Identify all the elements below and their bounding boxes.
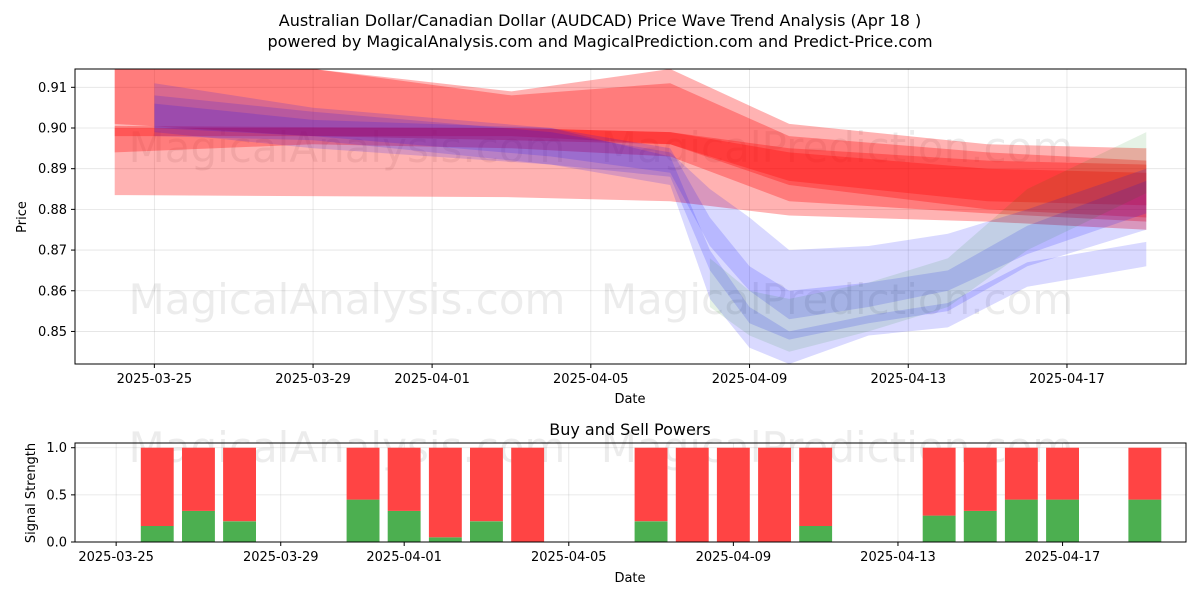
price-y-tick-label: 0.89 — [38, 162, 67, 177]
signal-y-tick-label: 0.0 — [46, 536, 67, 551]
sell-bar — [758, 447, 791, 542]
signal-x-tick-label: 2025-04-17 — [1025, 550, 1101, 565]
buy-bar — [223, 521, 256, 542]
price-band-red-3 — [114, 126, 1147, 206]
signal-plot-frame — [74, 442, 1187, 543]
price-x-tick-label: 2025-03-29 — [275, 372, 351, 387]
sell-bar — [1046, 447, 1079, 500]
sell-bar — [799, 447, 833, 526]
sell-bar — [922, 447, 956, 516]
price-x-tick-label: 2025-03-25 — [117, 372, 193, 387]
sell-bar — [182, 447, 215, 511]
price-x-ticks: 2025-03-25 2025-03-29 2025-04-01 2025-04-05… — [117, 364, 1105, 387]
price-band-green-7 — [709, 132, 1147, 352]
watermark-prediction-top-upper: MagicalPrediction.com — [601, 123, 1074, 172]
price-x-tick-label: 2025-04-17 — [1029, 372, 1105, 387]
sell-bar — [346, 447, 380, 500]
buy-bar — [182, 510, 215, 542]
watermark-analysis-top-upper: MagicalAnalysis.com — [129, 123, 566, 172]
price-bands — [114, 69, 1147, 364]
price-x-tick-label: 2025-04-05 — [553, 372, 629, 387]
buy-bar — [634, 521, 668, 542]
signal-y-ticks: 0.0 0.5 1.0 — [46, 441, 75, 551]
price-x-tick-label: 2025-04-13 — [870, 372, 946, 387]
price-y-tick-label: 0.90 — [38, 122, 67, 137]
buy-bar — [1046, 499, 1079, 542]
price-y-tick-label: 0.88 — [38, 203, 67, 218]
sell-bar — [1004, 447, 1038, 500]
price-y-tick-label: 0.85 — [38, 325, 67, 340]
sell-bar — [387, 447, 421, 511]
watermark-prediction-top-lower: MagicalPrediction.com — [601, 275, 1074, 324]
price-band-red-1 — [114, 69, 1147, 218]
buy-bar — [346, 499, 380, 542]
price-band-blue-6 — [154, 103, 1147, 364]
sell-bar — [470, 447, 503, 522]
price-band-blue-5 — [154, 95, 1147, 320]
buy-bar — [470, 521, 503, 542]
sell-bar — [716, 447, 750, 542]
price-plot-area — [75, 69, 1186, 364]
price-band-red-2 — [114, 128, 1147, 230]
sell-bar — [140, 447, 174, 526]
signal-bars — [140, 447, 1162, 542]
price-y-axis-label: Price — [15, 201, 30, 233]
buy-bar — [428, 537, 462, 542]
signal-x-tick-label: 2025-04-05 — [531, 550, 607, 565]
sell-bar — [511, 447, 545, 542]
chart-title: Australian Dollar/Canadian Dollar (AUDCA… — [279, 11, 921, 30]
signal-y-tick-label: 0.5 — [46, 488, 67, 503]
price-y-tick-label: 0.86 — [38, 284, 67, 299]
buy-bar — [922, 515, 956, 542]
sell-bar — [428, 447, 462, 538]
signal-x-tick-label: 2025-04-01 — [366, 550, 442, 565]
signal-x-axis-label: Date — [614, 571, 645, 586]
sell-bar — [634, 447, 668, 522]
buy-bar — [140, 526, 174, 542]
price-y-tick-label: 0.87 — [38, 244, 67, 259]
buy-bar — [1128, 499, 1162, 542]
signal-x-tick-label: 2025-03-25 — [78, 550, 154, 565]
watermark-prediction-bottom: MagicalPrediction.com — [601, 423, 1074, 472]
buy-bar — [387, 510, 421, 542]
price-plot-frame — [74, 68, 1187, 365]
signal-chart-title: Buy and Sell Powers — [549, 420, 711, 439]
price-x-tick-label: 2025-04-09 — [712, 372, 788, 387]
signal-x-tick-label: 2025-03-29 — [243, 550, 319, 565]
price-band-blue-4 — [154, 83, 1147, 340]
signal-x-tick-label: 2025-04-09 — [696, 550, 772, 565]
signal-plot-area — [75, 443, 1186, 542]
buy-bar — [1004, 499, 1038, 542]
chart-subtitle: powered by MagicalAnalysis.com and Magic… — [267, 32, 932, 51]
sell-bar — [223, 447, 256, 522]
signal-x-tick-label: 2025-04-13 — [860, 550, 936, 565]
sell-bar — [963, 447, 997, 511]
price-band-red-0 — [114, 69, 1147, 222]
watermark-analysis-top-lower: MagicalAnalysis.com — [129, 275, 566, 324]
signal-chart: Buy and Sell Powers MagicalAnalysis.com … — [24, 420, 1187, 586]
price-y-ticks: 0.85 0.86 0.87 0.88 0.89 0.90 0.91 — [38, 81, 75, 340]
sell-bar — [675, 447, 709, 542]
sell-bar — [1128, 447, 1162, 500]
buy-bar — [799, 526, 833, 542]
price-grid — [75, 69, 1186, 364]
signal-x-ticks: 2025-03-25 2025-03-29 2025-04-01 2025-04-05… — [78, 542, 1100, 565]
price-y-tick-label: 0.91 — [38, 81, 67, 96]
buy-bar — [963, 510, 997, 542]
price-chart: MagicalAnalysis.com MagicalPrediction.co… — [15, 68, 1187, 407]
price-x-axis-label: Date — [614, 392, 645, 407]
price-x-tick-label: 2025-04-01 — [394, 372, 470, 387]
signal-y-axis-label: Signal Strength — [24, 443, 39, 543]
signal-y-tick-label: 1.0 — [46, 441, 67, 456]
